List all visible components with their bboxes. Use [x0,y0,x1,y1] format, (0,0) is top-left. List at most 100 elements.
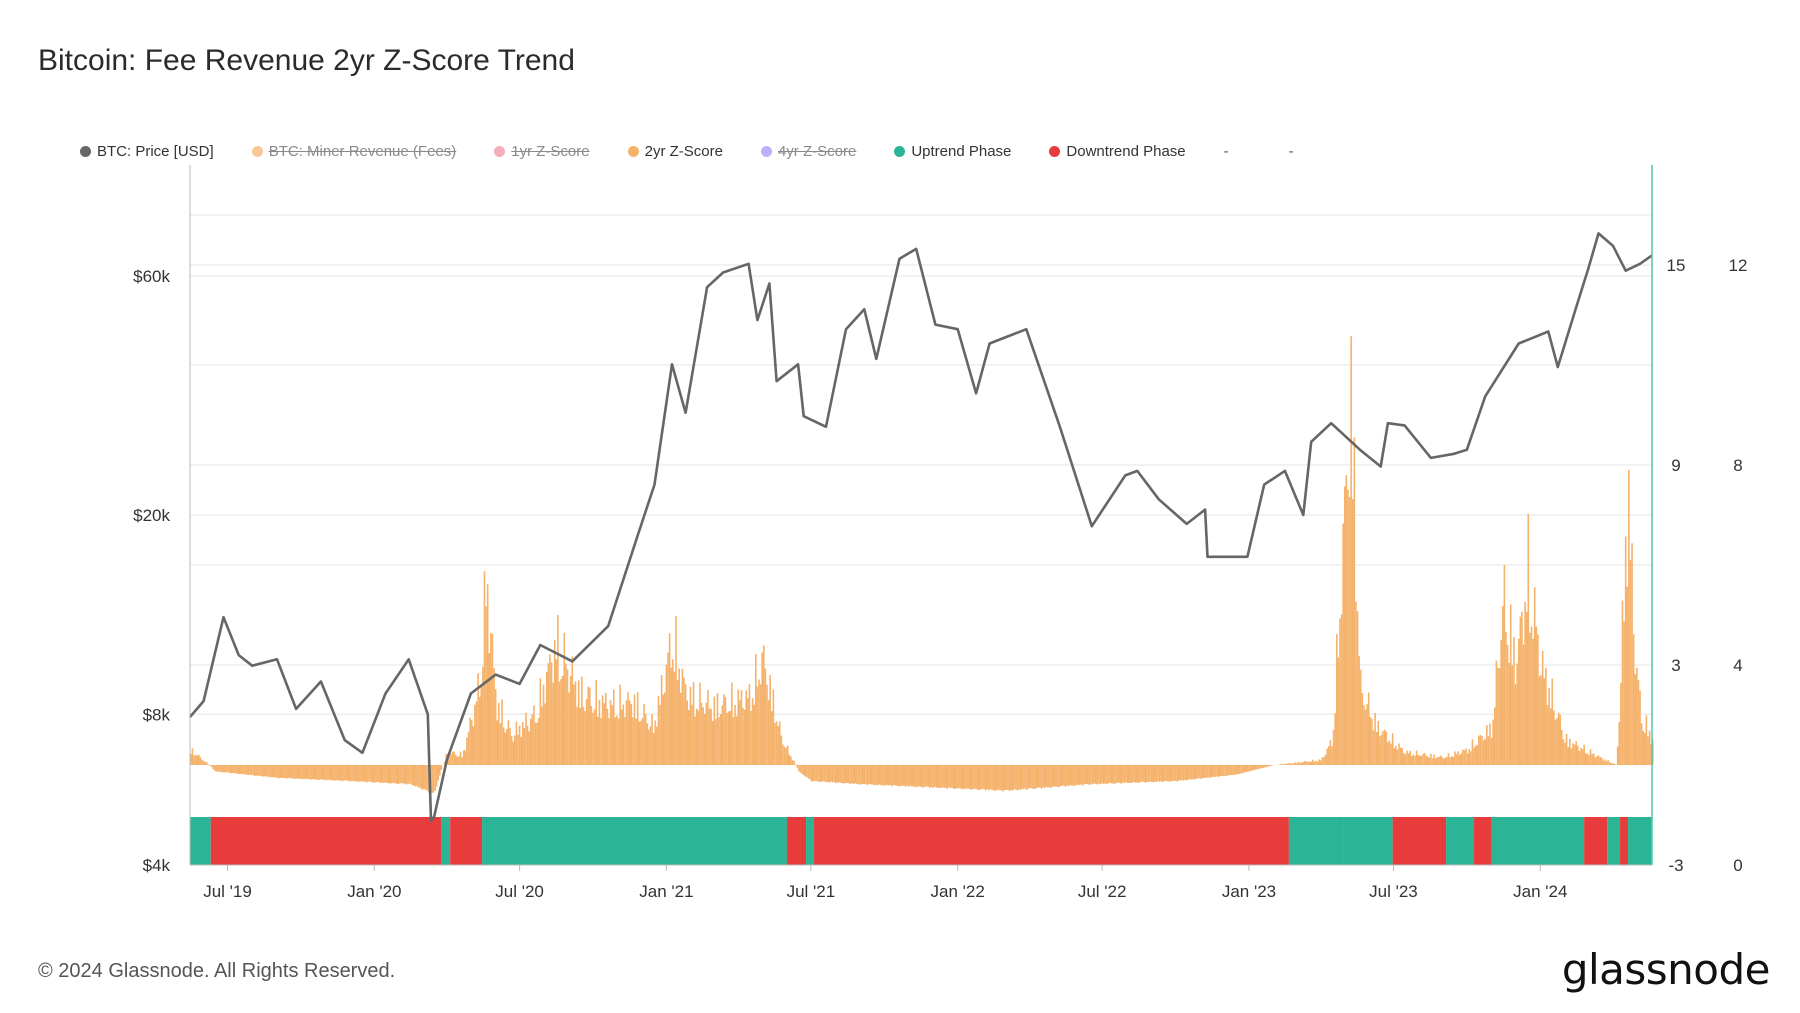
zscore-bar [478,696,481,765]
zscore-bar [553,640,556,765]
zscore-bar [1300,762,1303,765]
zscore-bar [997,765,1000,790]
legend-item-uptrend-phase[interactable]: Uptrend Phase [894,143,1011,160]
legend-dot-icon [494,145,506,157]
zscore-bar [1149,765,1151,782]
zscore-bar [1085,765,1087,784]
zscore-bar [515,721,518,765]
zscore-bar [1240,765,1242,774]
zscore-bar [1227,765,1230,776]
zscore-bar [411,765,414,786]
zscore-bar [1016,765,1019,791]
zscore-bar [1535,626,1538,765]
zscore-bar [1193,765,1196,780]
zscore-bar [378,765,380,783]
zscore-bar [459,751,462,765]
zscore-bar [606,708,609,765]
zscore-bar [831,765,834,783]
zscore-bar [528,731,530,765]
zscore-bar [876,765,878,786]
zscore-bar [474,704,476,765]
legend-item-downtrend-phase[interactable]: Downtrend Phase [1049,143,1186,160]
zscore-bar [806,765,808,778]
zscore-bar [1083,765,1086,785]
zscore-bar [1623,621,1625,765]
zscore-bar [1091,765,1094,785]
zscore-bar [1125,765,1127,783]
price-line [189,232,1653,823]
zscore-bar [1252,765,1255,771]
phase-segment [190,817,211,865]
zscore-bar [1321,757,1324,765]
zscore-bar [335,765,337,781]
zscore-bar [1356,611,1359,765]
zscore-bar [1090,765,1092,785]
legend-item-1yr-z-score[interactable]: 1yr Z-Score [494,143,590,160]
zscore-bar [1345,475,1348,765]
zscore-bar [1608,762,1611,765]
zscore-bar [1222,765,1225,776]
zscore-bar [1481,736,1483,765]
zscore-bar [403,765,406,785]
phase-segment [1343,817,1393,865]
zscore-bar [462,750,465,765]
zscore-bar [490,632,492,765]
zscore-bar [423,765,425,789]
zscore-bar [237,765,240,774]
zscore-bar [236,765,238,774]
zscore-bar [911,765,914,787]
zscore-bar [1529,632,1531,765]
legend-item-btc-price-usd[interactable]: BTC: Price [USD] [80,143,214,160]
zscore-bar [1154,765,1156,782]
zscore-bar [1490,737,1493,765]
zscore-bar [395,765,398,784]
legend-item-4yr-z-score[interactable]: 4yr Z-Score [760,143,856,160]
y-right-secondary-tick-label: 12 [1729,256,1748,275]
zscore-bar [1294,762,1297,765]
zscore-bar [330,765,333,781]
zscore-bar [1268,765,1271,767]
zscore-bar [882,765,885,786]
zscore-bar [791,760,794,765]
phase-segment [1607,817,1621,865]
zscore-bar [935,765,937,788]
zscore-bar [962,765,965,789]
zscore-bar [925,765,928,787]
legend-item-2yr-z-score[interactable]: 2yr Z-Score [627,143,723,160]
zscore-bar [1634,674,1637,765]
zscore-bar [1465,748,1467,765]
zscore-bar [456,756,459,765]
zscore-bar [901,765,904,786]
zscore-bar [895,765,898,786]
zscore-bar [477,673,479,765]
zscore-bar [970,765,973,790]
zscore-bar [1026,765,1028,790]
zscore-bar [317,765,320,780]
zscore-bar [992,765,995,791]
legend-item-btc-miner-revenue-fees[interactable]: BTC: Miner Revenue (Fees) [251,143,456,160]
zscore-bar [253,765,256,776]
x-tick-label: Jul '23 [1369,882,1418,901]
zscore-bar [1355,601,1357,765]
zscore-bar [612,689,615,765]
zscore-bar [242,765,245,775]
zscore-bar [202,760,205,765]
zscore-bar [1546,704,1549,765]
zscore-bar [1375,731,1378,765]
zscore-bar [1532,638,1534,765]
zscore-bar [1219,765,1222,777]
zscore-bar [258,765,261,776]
zscore-bar [1580,747,1582,765]
zscore-bar [668,633,671,765]
zscore-bar [547,663,550,765]
zscore-bar [1380,734,1383,765]
zscore-bar [292,765,294,779]
zscore-bar [679,692,682,765]
zscore-bar [325,765,328,780]
zscore-bar [1363,705,1365,765]
zscore-bar [1051,765,1054,787]
legend-label: Uptrend Phase [911,142,1012,160]
zscore-bar [469,717,471,765]
zscore-bar [1463,750,1466,765]
zscore-bar [574,681,577,765]
